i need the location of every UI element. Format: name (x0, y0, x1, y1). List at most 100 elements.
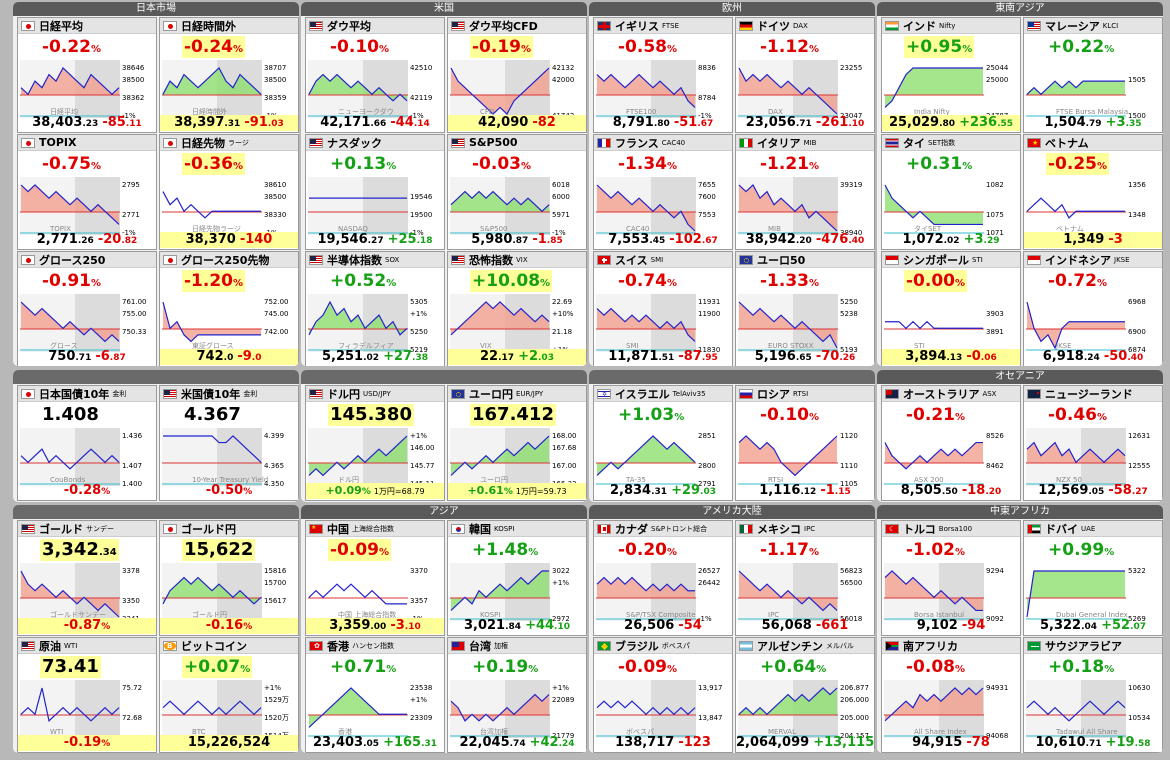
market-tile[interactable]: ユーロ50 -1.33% EURO STOXX 5250 5238 5193 5,196.6… (735, 251, 875, 366)
chart-watermark: MIB (768, 225, 781, 233)
market-tile[interactable]: インドネシア JKSE -0.72% JKSE 6968 6900 6874 6,918.24… (1023, 251, 1163, 366)
price-line-summary: 22,045.74 +42.24 (448, 735, 586, 751)
market-tile[interactable]: ダウ平均 -0.10% ニューヨークダウ 42510 42119 -1% 42,171.66… (305, 17, 445, 133)
market-tile[interactable]: タイ SET指数 +0.31% タイSET 1082 1075 1071 1,072.02 +3… (881, 134, 1021, 250)
market-tile[interactable]: サウジアラビア +0.18% Tadawul All Share 10630 10534… (1023, 637, 1163, 753)
y-axis-label: 1505 (1128, 76, 1146, 84)
chart-area (21, 68, 119, 95)
market-tile[interactable]: 日経時間外-0.24%日経時間外387073850038359-1%38,397… (159, 17, 299, 133)
market-tile[interactable]: Bビットコイン+0.07%BTC+1%1529万1520万1514万15,226… (159, 637, 299, 753)
market-tile[interactable]: 台湾 加権 +0.19% 台湾加権 +1% 22089 21779 22,045.74 +42.… (447, 637, 587, 753)
y-axis-label: +1% (552, 579, 569, 587)
market-tile[interactable]: オーストラリア ASX -0.21% ASX 200 8526 8462 8,505.50-… (881, 385, 1021, 501)
nz-flag-icon (1027, 388, 1041, 399)
current-price: 8,791 (612, 115, 654, 130)
price-change: +3 (963, 232, 984, 247)
market-tile[interactable]: ゴールド円 15,622 ゴールド円 15816 15700 15617 -0.16% (159, 520, 299, 636)
market-tile[interactable]: ✿ 香港 ハンセン指数 +0.71% 香港 23538 +1% 23309 23,403.05 +… (305, 637, 445, 753)
price-decimal: .13 (946, 353, 963, 363)
mini-chart: CFD421324200041742 (450, 60, 574, 120)
market-tile[interactable]: アルゼンチン メルバル +0.64% MERVAL 206.877 206.000 205.… (735, 637, 875, 753)
price-decimal: .87 (512, 236, 529, 246)
market-tile[interactable]: TOPIX -0.75% TOPIX 2795 2771 -1% 2,771.26 -20.8… (17, 134, 157, 250)
pct-value: -0.00 (906, 271, 955, 291)
current-price: 7,553 (608, 232, 650, 247)
market-tile[interactable]: ゴールドサンデー3,342.34ゴールドサンデー337833503341-0.8… (17, 520, 157, 636)
market-tile[interactable]: 恐怖指数VIX+10.08%VIX22.69+10%21.18+1%22.17+… (447, 251, 587, 366)
market-tile[interactable]: ★ ベトナム -0.25% ベトナム 1356 1348 1,349 -3 (1023, 134, 1163, 250)
market-tile[interactable]: 日経平均 -0.22% 日経平均 38646 38500 38362 -1% 38,403.2… (17, 17, 157, 133)
market-tile[interactable]: シンガポール STI -0.00% STI 3903 3891 3,894.13 -0.06 (881, 251, 1021, 366)
market-tile[interactable]: イギリス FTSE -0.58% FTSE100 8836 8784 -1% 8,791.80… (593, 17, 733, 133)
br-flag-icon (597, 640, 611, 651)
market-tile[interactable]: グロース250 -0.91% グロース 761.00 755.00 750.33 750.7… (17, 251, 157, 366)
market-tile[interactable]: 韓国 KOSPI +1.48% KOSPI 3022 +1% 2972 3,021.84 +44… (447, 520, 587, 636)
price-line-summary: 2,834.31 +29.03 (594, 483, 732, 499)
market-name: インドネシア (1045, 253, 1111, 267)
market-tile[interactable]: 半導体指数 SOX +0.52% フィラデルフィア 5305 +1% 5250 5219 5,2… (305, 251, 445, 366)
pct-sign: % (955, 412, 966, 423)
market-tile[interactable]: ナスダック +0.13% NASDAQ 19546 19500 -1% 19,546.27 +… (305, 134, 445, 250)
price-change: -58 (1108, 483, 1132, 498)
market-tile[interactable]: ✡ イスラエル TelAviv35 +1.03% TA-35 2851 2800 2791 2,… (593, 385, 733, 501)
price-line-summary: 38,403.23 -85.11 (18, 115, 156, 131)
tile-header: ユーロ50 (736, 252, 874, 268)
market-tile[interactable]: カナダ S&Pトロント総合 -0.20% S&P/TSX Composite 26527… (593, 520, 733, 636)
y-axis-label: 1120 (840, 432, 858, 440)
mini-chart: ゴールド円 15816 15700 15617 (162, 563, 287, 621)
market-tile[interactable]: ロシア RTSI -0.10% RTSI 1120 1110 1105 1,116.12 -1.… (735, 385, 875, 501)
market-tile[interactable]: ドイツ DAX -1.12% DAX 23255 23047 23,056.71 -261.1… (735, 17, 875, 133)
mini-chart: MERVAL 206.877 206.000 205.000 204.157 (738, 680, 869, 740)
price-line-summary: 2,771.26 -20.82 (18, 232, 156, 248)
pct-sign: % (674, 412, 685, 423)
market-tile[interactable]: ☾ トルコ Borsa100 -1.02% Borsa Istanbul 9294 9092… (881, 520, 1021, 636)
y-axis-label: 745.00 (264, 310, 289, 318)
change-percent: +1.03% (616, 404, 686, 426)
market-name: ユーロ50 (757, 253, 806, 267)
market-tile[interactable]: フランス CAC40 -1.34% CAC40 7655 7600 7553 7,553.45… (593, 134, 733, 250)
chart-watermark: NASDAQ (338, 225, 368, 233)
market-tile[interactable]: 日経先物ラージ-0.36%日経先物ラージ386103850038330-1%38… (159, 134, 299, 250)
my-flag-icon (1027, 20, 1041, 31)
price-line-summary: 6,918.24 -50.40 (1024, 349, 1162, 365)
mini-chart: DAX 23255 23047 (738, 60, 862, 120)
market-subname: ラージ (228, 138, 249, 147)
price-change: -1 (820, 483, 835, 498)
y-axis-label: 23255 (840, 64, 862, 72)
current-value: 3,342.34 (40, 539, 119, 561)
tile-header: ゴールド円 (160, 521, 298, 537)
market-name: 米国債10年 (181, 387, 241, 401)
market-tile[interactable]: マレーシア KLCI +0.22% FTSE Bursa Malaysia 1505 15… (1023, 17, 1163, 133)
market-tile[interactable]: ドバイ UAE +0.99% Dubai General Index 5322 5269 5… (1023, 520, 1163, 636)
change-decimal: .85 (546, 236, 563, 246)
change-percent: -0.19% (470, 36, 534, 58)
chart-background (884, 294, 984, 352)
group-header: オセアニア (877, 370, 1163, 384)
y-axis-label: 94068 (986, 732, 1008, 740)
market-tile[interactable]: スイス SMI -0.74% SMI 11931 11900 11830 11,871.51-… (593, 251, 733, 366)
market-tile[interactable]: ユーロ円 EUR/JPY 167.412 ユーロ円 168.00 167.68 167.00… (447, 385, 587, 501)
market-tile[interactable]: S&P500 -0.03% S&P500 6018 6000 5971 -1% 5,980.8… (447, 134, 587, 250)
tile-header: 南アフリカ (882, 638, 1020, 654)
change-percent: -0.10% (758, 404, 821, 426)
market-tile[interactable]: 日本国債10年 金利 1.408 CouBonds 1.436 1.407 1.400 -0.… (17, 385, 157, 501)
market-tile[interactable]: ニュージーランド -0.46% NZX 50 12631 12555 12,569.05-… (1023, 385, 1163, 501)
market-tile[interactable]: ダウ平均CFD-0.19%CFD42132420004174242,090-82 (447, 17, 587, 133)
market-tile[interactable]: グロース250先物 -1.20% 東証グロース 752.00 745.00 742.00 7… (159, 251, 299, 366)
change-decimal: .20 (985, 487, 1002, 497)
market-tile[interactable]: 原油 WTI 73.41 WTI 75.72 72.68 -0.19% (17, 637, 157, 753)
change-percent: -1.33% (758, 270, 821, 292)
y-axis-label: 6968 (1128, 298, 1146, 306)
market-tile[interactable]: ブラジル ボベスパ -0.09% ボベスパ 13,917 13,847 138,717 -12… (593, 637, 733, 753)
price-change: -3 (1108, 232, 1123, 247)
market-tile[interactable]: イタリア MIB -1.21% MIB 39319 38940 38,942.20 -476.… (735, 134, 875, 250)
market-tile[interactable]: 南アフリカ -0.08% All Share Index 94931 94068 94,9… (881, 637, 1021, 753)
value-main: 4.367 (184, 404, 241, 425)
market-tile[interactable]: メキシコ IPC -1.17% IPC 56823 56500 56018 56,068 -66… (735, 520, 875, 636)
market-tile[interactable]: 米国債10年 金利 4.367 10-Year Treasury Yield 4.399… (159, 385, 299, 501)
market-tile[interactable]: ドル円USD/JPY145.380ドル円+1%146.00145.77145.1… (305, 385, 445, 501)
mini-chart: FTSE Bursa Malaysia 1505 1500 (1026, 60, 1146, 120)
market-group: ドル円USD/JPY145.380ドル円+1%146.00145.77145.1… (301, 370, 587, 502)
